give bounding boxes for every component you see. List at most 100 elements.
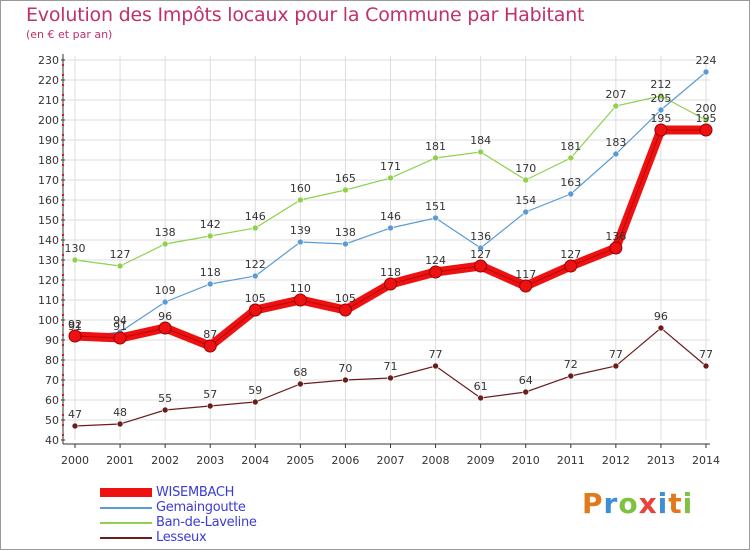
data-label-lesseux: 77 bbox=[609, 348, 623, 361]
x-tick-label: 2009 bbox=[467, 454, 495, 467]
point-gemaingoutte bbox=[161, 298, 169, 306]
x-tick-label: 2013 bbox=[647, 454, 675, 467]
y-tick-label: 70 bbox=[45, 374, 59, 387]
point-gemaingoutte bbox=[387, 224, 394, 232]
data-label-wisembach: 127 bbox=[470, 248, 491, 261]
y-tick-label: 90 bbox=[45, 334, 59, 347]
data-label-gemaingoutte: 122 bbox=[245, 258, 266, 271]
point-lesseux bbox=[612, 362, 620, 370]
x-tick-label: 2000 bbox=[61, 454, 89, 467]
data-label-wisembach: 87 bbox=[203, 328, 217, 341]
point-lesseux bbox=[206, 402, 214, 410]
data-label-gemaingoutte: 183 bbox=[605, 136, 626, 149]
y-tick-label: 120 bbox=[38, 274, 59, 287]
x-tick-label: 2005 bbox=[286, 454, 314, 467]
y-tick-label: 150 bbox=[38, 214, 59, 227]
data-label-wisembach: 105 bbox=[245, 292, 266, 305]
point-wisembach bbox=[113, 331, 127, 345]
y-tick-label: 40 bbox=[45, 434, 59, 447]
point-lesseux bbox=[161, 406, 169, 414]
data-label-ban-de-laveline: 170 bbox=[515, 162, 536, 175]
point-ban-de-laveline bbox=[71, 256, 79, 264]
data-label-ban-de-laveline: 146 bbox=[245, 210, 266, 223]
point-gemaingoutte bbox=[612, 150, 620, 158]
y-tick-label: 170 bbox=[38, 174, 59, 187]
point-ban-de-laveline bbox=[702, 116, 710, 124]
data-label-gemaingoutte: 224 bbox=[696, 54, 717, 67]
legend-label-lesseux: Lesseux bbox=[156, 530, 207, 545]
point-ban-de-laveline bbox=[432, 154, 439, 162]
data-label-gemaingoutte: 118 bbox=[200, 266, 221, 279]
point-gemaingoutte bbox=[342, 240, 349, 248]
legend-swatch-ban-de-laveline bbox=[100, 522, 152, 524]
data-label-wisembach: 195 bbox=[650, 112, 671, 125]
logo-letter: o bbox=[618, 487, 639, 520]
data-label-wisembach: 127 bbox=[560, 248, 581, 261]
data-label-wisembach: 105 bbox=[335, 292, 356, 305]
data-label-ban-de-laveline: 207 bbox=[605, 88, 626, 101]
point-lesseux bbox=[342, 376, 349, 384]
data-label-lesseux: 71 bbox=[384, 360, 398, 373]
data-label-lesseux: 96 bbox=[654, 310, 668, 323]
point-wisembach bbox=[429, 265, 443, 279]
data-label-gemaingoutte: 138 bbox=[335, 226, 356, 239]
point-wisembach bbox=[68, 329, 82, 343]
point-wisembach bbox=[474, 259, 488, 273]
data-label-gemaingoutte: 94 bbox=[113, 314, 127, 327]
y-tick-label: 220 bbox=[38, 74, 59, 87]
point-gemaingoutte bbox=[522, 208, 530, 216]
data-label-gemaingoutte: 154 bbox=[515, 194, 536, 207]
data-label-lesseux: 72 bbox=[564, 358, 578, 371]
data-label-ban-de-laveline: 212 bbox=[650, 78, 671, 91]
data-label-wisembach: 136 bbox=[605, 230, 626, 243]
data-label-wisembach: 91 bbox=[113, 320, 127, 333]
point-wisembach bbox=[158, 321, 172, 335]
data-label-lesseux: 59 bbox=[248, 384, 262, 397]
data-label-lesseux: 57 bbox=[203, 388, 217, 401]
chart-subtitle: (en € et par an) bbox=[26, 28, 113, 41]
point-lesseux bbox=[567, 372, 575, 380]
logo-letter: r bbox=[603, 487, 619, 520]
logo-letter: P bbox=[582, 487, 604, 520]
legend-swatch-lesseux bbox=[100, 537, 152, 539]
y-tick-label: 200 bbox=[38, 114, 59, 127]
y-tick-label: 80 bbox=[45, 354, 59, 367]
x-tick-label: 2003 bbox=[196, 454, 224, 467]
data-label-lesseux: 77 bbox=[699, 348, 713, 361]
data-label-wisembach: 117 bbox=[515, 268, 536, 281]
point-lesseux bbox=[71, 422, 79, 430]
point-wisembach bbox=[519, 279, 533, 293]
point-ban-de-laveline bbox=[567, 154, 575, 162]
point-ban-de-laveline bbox=[387, 174, 394, 182]
point-gemaingoutte bbox=[432, 214, 439, 222]
data-label-lesseux: 48 bbox=[113, 406, 127, 419]
data-label-wisembach: 118 bbox=[380, 266, 401, 279]
data-label-ban-de-laveline: 160 bbox=[290, 182, 311, 195]
logo-letter: t bbox=[668, 487, 683, 520]
x-tick-label: 2011 bbox=[557, 454, 585, 467]
data-label-ban-de-laveline: 181 bbox=[425, 140, 446, 153]
y-tick-label: 160 bbox=[38, 194, 59, 207]
data-label-wisembach: 195 bbox=[696, 112, 717, 125]
data-label-gemaingoutte: 136 bbox=[470, 230, 491, 243]
point-ban-de-laveline bbox=[116, 262, 124, 270]
point-lesseux bbox=[477, 394, 484, 402]
data-label-ban-de-laveline: 171 bbox=[380, 160, 401, 173]
data-label-lesseux: 68 bbox=[293, 366, 307, 379]
data-label-lesseux: 70 bbox=[338, 362, 352, 375]
point-ban-de-laveline bbox=[612, 102, 620, 110]
point-gemaingoutte bbox=[567, 190, 575, 198]
data-label-lesseux: 64 bbox=[519, 374, 533, 387]
data-label-wisembach: 92 bbox=[68, 318, 82, 331]
y-tick-label: 130 bbox=[38, 254, 59, 267]
data-label-ban-de-laveline: 138 bbox=[155, 226, 176, 239]
point-gemaingoutte bbox=[702, 68, 710, 76]
point-ban-de-laveline bbox=[657, 92, 665, 100]
axis-layer: 40 50 60 70 80 90 100 110 120 130 140 150 160 170 180 1… bbox=[38, 54, 720, 467]
proxiti-logo: Proxiti bbox=[582, 487, 693, 520]
data-label-gemaingoutte: 163 bbox=[560, 176, 581, 189]
point-wisembach bbox=[609, 241, 623, 255]
logo-letter: i bbox=[657, 487, 669, 520]
x-tick-label: 2008 bbox=[422, 454, 450, 467]
